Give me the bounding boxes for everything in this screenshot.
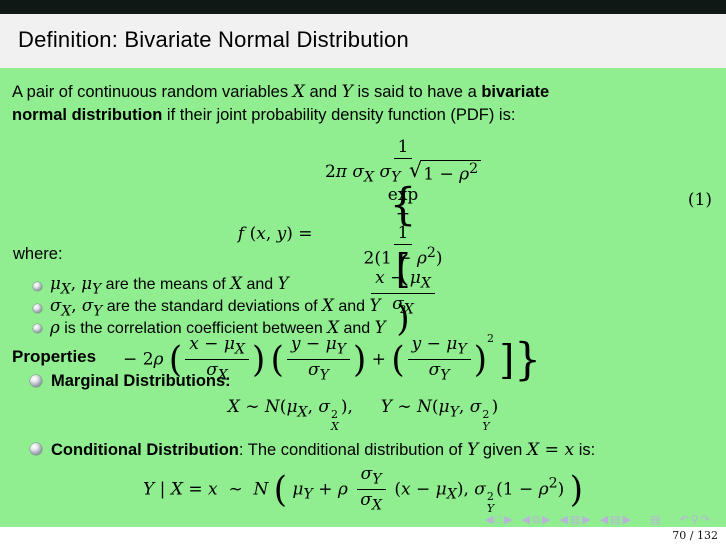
where-label: where: [13,245,63,263]
pdf-equation-line1: f (x, y) = 1 2π σX σY √ 1 − ρ2 exp { − 1 2(… [0,137,726,336]
nav-next-section-icon[interactable]: ▶ [622,514,632,526]
nav-subsection-group: ◀ ▤ ▶ [559,514,590,526]
nav-frame-icon[interactable]: ⧉ [532,514,540,526]
nav-prev-subsection-icon[interactable]: ◀ [559,514,568,526]
nav-section-group: ◀ ▤ ▶ [600,514,631,526]
list-item-means: μX, μY are the means of X and Y [33,274,289,297]
nav-prev-frame-icon[interactable]: ◀ [521,514,531,526]
nav-prev-section-icon[interactable]: ◀ [599,514,609,526]
page-number: 70 / 132 [672,529,718,542]
nav-search-icon[interactable]: ⚲ [690,514,699,526]
nav-appendix-group: ▤ [650,514,660,526]
nav-slide-icon[interactable]: □ [495,514,503,526]
slide-body: A pair of continuous random variables X … [0,68,726,527]
nav-frame-group: ◀ ⧉ ▶ [522,514,551,526]
nav-appendix-icon[interactable]: ▤ [650,514,661,526]
top-bar [0,0,726,14]
nav-prev-slide-icon[interactable]: ◀ [485,514,494,526]
list-item-marginal: Marginal Distributions: [30,372,231,391]
ball-bullet-icon [33,324,42,333]
conditional-label: Conditional Distribution [51,441,239,459]
list-item-text: ρ is the correlation coefficient between… [50,318,386,337]
nav-next-subsection-icon[interactable]: ▶ [582,514,591,526]
list-item-correlation: ρ is the correlation coefficient between… [33,318,386,338]
pdf-equation: f (x, y) = 1 2π σX σY √ 1 − ρ2 exp { − 1 2(… [0,137,726,385]
slide-title-bar: Definition: Bivariate Normal Distributio… [0,14,726,68]
list-item-std-devs: σX, σY are the standard deviations of X … [33,296,380,319]
nav-subsection-icon[interactable]: ▤ [569,514,581,526]
nav-next-slide-icon[interactable]: ▶ [504,514,513,526]
pdf-equation-line2: − 2ρ (x − μX σX) (y − μY σY) + (y − μY σY)2… [123,332,541,385]
intro-paragraph: A pair of continuous random variables X … [12,82,550,124]
nav-next-frame-icon[interactable]: ▶ [541,514,551,526]
footer-strip: 70 / 132 [0,527,726,544]
marginal-label: Marginal Distributions: [51,372,231,390]
nav-forward-icon[interactable]: ↷ [700,514,710,526]
ball-bullet-icon [30,443,42,455]
marginal-formula: X ∼ N(μX, σ 2 X), Y ∼ N(μY, σ 2 Y) [227,397,499,433]
slide-title: Definition: Bivariate Normal Distributio… [18,27,409,52]
conditional-text: Conditional Distribution: The conditiona… [51,440,595,460]
conditional-rest: : The conditional distribution of Y give… [238,440,596,460]
list-item-text: σX, σY are the standard deviations of X … [50,296,381,320]
properties-heading: Properties [12,347,97,366]
nav-back-icon[interactable]: ↶ [679,514,689,526]
list-item-text: μX, μY are the means of X and Y [50,274,289,298]
equation-number: (1) [687,190,712,210]
ball-bullet-icon [33,281,42,291]
beamer-navigation-bar: ◀ □ ▶ ◀ ⧉ ▶ ◀ ▤ ▶ ◀ ▤ ▶ ▤ [485,514,710,526]
nav-slide-group: ◀ □ ▶ [485,514,513,526]
ball-bullet-icon [30,375,42,387]
nav-history-group: ↶ ⚲ ↷ [680,514,711,526]
list-item-conditional: Conditional Distribution: The conditiona… [30,440,595,460]
nav-section-icon[interactable]: ▤ [610,514,621,526]
ball-bullet-icon [33,303,42,313]
